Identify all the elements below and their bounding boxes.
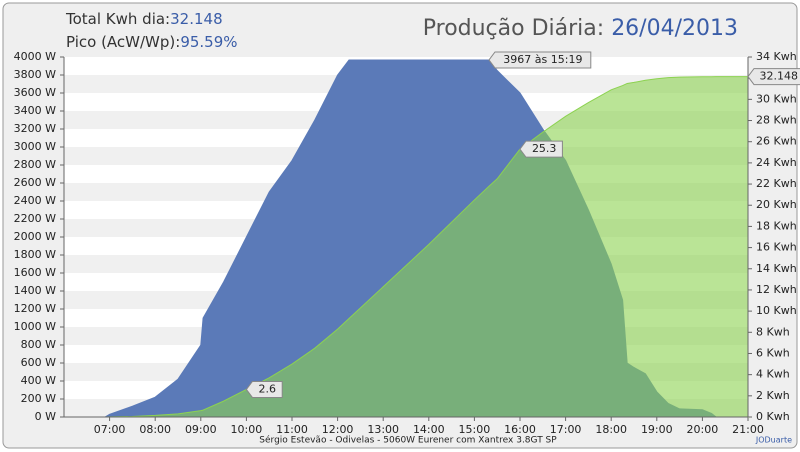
y2-tick-label: 14 Kwh: [756, 262, 797, 275]
stat-label: Total Kwh dia:: [66, 10, 171, 28]
y2-tick-label: 30 Kwh: [756, 92, 797, 105]
y-tick-label: 2600 W: [14, 176, 56, 189]
y-tick-label: 1400 W: [14, 284, 56, 297]
y-tick-label: 3800 W: [14, 68, 56, 81]
y2-tick-label: 18 Kwh: [756, 219, 797, 232]
x-tick-label: 12:00: [322, 423, 354, 436]
y2-tick-label: 24 Kwh: [756, 156, 797, 169]
y2-tick-label: 28 Kwh: [756, 114, 797, 127]
annotation-box: [747, 68, 800, 86]
y-tick-label: 1800 W: [14, 248, 56, 261]
x-tick-label: 16:00: [504, 423, 536, 436]
y2-tick-label: 2 Kwh: [756, 389, 790, 402]
chart-title: Produção Diária:: [422, 16, 605, 41]
y-tick-label: 2400 W: [14, 194, 56, 207]
y2-tick-label: 26 Kwh: [756, 135, 797, 148]
x-tick-label: 17:00: [550, 423, 582, 436]
annotation: 25.3: [532, 142, 557, 155]
footer: Sérgio Estevão - Odivelas - 5060W Eurene…: [259, 435, 557, 446]
x-tick-label: 13:00: [367, 423, 399, 436]
y-tick-label: 1600 W: [14, 266, 56, 279]
y2-tick-label: 8 Kwh: [756, 325, 790, 338]
y2-tick-label: 6 Kwh: [756, 346, 790, 359]
y-tick-label: 1200 W: [14, 302, 56, 315]
y-tick-label: 2200 W: [14, 212, 56, 225]
x-tick-label: 18:00: [595, 423, 627, 436]
x-tick-label: 15:00: [459, 423, 491, 436]
stat-value: 95.59%: [180, 33, 238, 51]
y2-tick-label: 10 Kwh: [756, 304, 797, 317]
x-tick-label: 19:00: [641, 423, 673, 436]
y-tick-label: 3000 W: [14, 140, 56, 153]
y-tick-label: 1000 W: [14, 320, 56, 333]
title: Produção Diária: 26/04/2013: [423, 16, 738, 41]
annotation: 32.148: [760, 70, 799, 83]
stat: Pico (AcW/Wp):95.59%: [66, 33, 238, 51]
stat: Total Kwh dia:32.148: [66, 10, 223, 28]
x-tick-label: 11:00: [276, 423, 308, 436]
x-tick-label: 20:00: [687, 423, 719, 436]
x-tick-label: 14:00: [413, 423, 445, 436]
y-tick-label: 0 W: [35, 410, 56, 423]
chart-date: 26/04/2013: [611, 16, 738, 41]
x-tick-label: 09:00: [185, 423, 217, 436]
credit: JODuarte: [755, 436, 792, 445]
y-tick-label: 3400 W: [14, 104, 56, 117]
y-tick-label: 3600 W: [14, 86, 56, 99]
y-tick-label: 4000 W: [14, 50, 56, 63]
x-tick-label: 08:00: [139, 423, 171, 436]
y2-tick-label: 22 Kwh: [756, 177, 797, 190]
y2-tick-label: 20 Kwh: [756, 198, 797, 211]
y2-tick-label: 34 Kwh: [756, 50, 797, 63]
stat-label: Pico (AcW/Wp):: [66, 33, 181, 51]
x-tick-label: 21:00: [732, 423, 764, 436]
y-tick-label: 800 W: [21, 338, 56, 351]
y2-tick-label: 12 Kwh: [756, 283, 797, 296]
y-tick-label: 2800 W: [14, 158, 56, 171]
annotation: 3967 às 15:19: [503, 53, 582, 66]
y-tick-label: 200 W: [21, 392, 56, 405]
area: [105, 76, 749, 418]
y-tick-label: 2000 W: [14, 230, 56, 243]
annotation-box: [519, 140, 563, 158]
annotation: 2.6: [259, 382, 277, 395]
y2-tick-label: 4 Kwh: [756, 368, 790, 381]
stat-value: 32.148: [170, 10, 223, 28]
annotation-box: [488, 51, 592, 69]
y2-tick-label: 16 Kwh: [756, 241, 797, 254]
annotation-box: [245, 380, 283, 398]
x-tick-label: 07:00: [94, 423, 126, 436]
y-tick-label: 400 W: [21, 374, 56, 387]
x-tick-label: 10:00: [231, 423, 263, 436]
y-tick-label: 600 W: [21, 356, 56, 369]
y2-tick-label: 0 Kwh: [756, 410, 790, 423]
y-tick-label: 3200 W: [14, 122, 56, 135]
